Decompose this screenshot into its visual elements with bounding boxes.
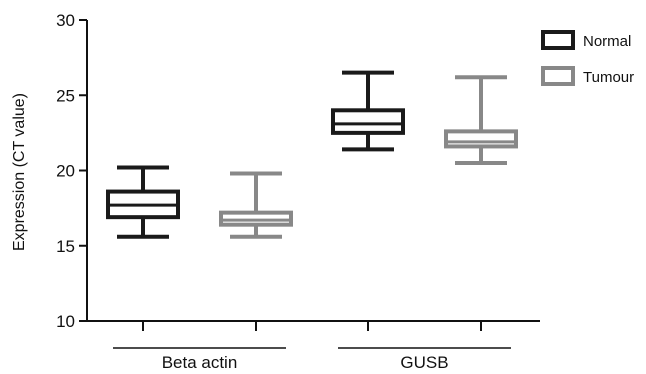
y-tick-label: 20 <box>56 162 75 181</box>
legend-item-normal: Normal <box>541 30 631 50</box>
y-tick-label: 25 <box>56 86 75 105</box>
group-label-layer: Beta actin GUSB <box>113 347 511 372</box>
legend-item-tumour: Tumour <box>541 66 634 86</box>
group-label: Beta actin <box>162 353 238 372</box>
iqr-box <box>331 108 405 135</box>
y-axis: 10 15 20 25 30 Expression (CT value) <box>11 11 88 331</box>
iqr-box <box>444 129 518 149</box>
y-tick-label: 10 <box>56 312 75 331</box>
legend-label: Tumour <box>583 69 634 86</box>
x-axis: Beta actin GUSB <box>86 320 540 372</box>
iqr-box <box>219 210 293 227</box>
box-normal-gusb <box>331 70 405 152</box>
legend-label: Normal <box>583 33 631 50</box>
group-label: GUSB <box>400 353 448 372</box>
y-tick-layer: 10 15 20 25 30 <box>56 11 87 331</box>
legend-swatch <box>541 66 575 86</box>
y-tick-label: 30 <box>56 11 75 30</box>
box-tumour-beta-actin <box>219 171 293 239</box>
box-normal-beta-actin <box>106 165 180 239</box>
box-layer <box>106 70 518 331</box>
box-tumour-gusb <box>444 75 518 165</box>
y-tick-label: 15 <box>56 237 75 256</box>
legend: Normal Tumour <box>541 30 634 86</box>
legend-swatch <box>541 30 575 50</box>
y-axis-label: Expression (CT value) <box>11 93 28 251</box>
